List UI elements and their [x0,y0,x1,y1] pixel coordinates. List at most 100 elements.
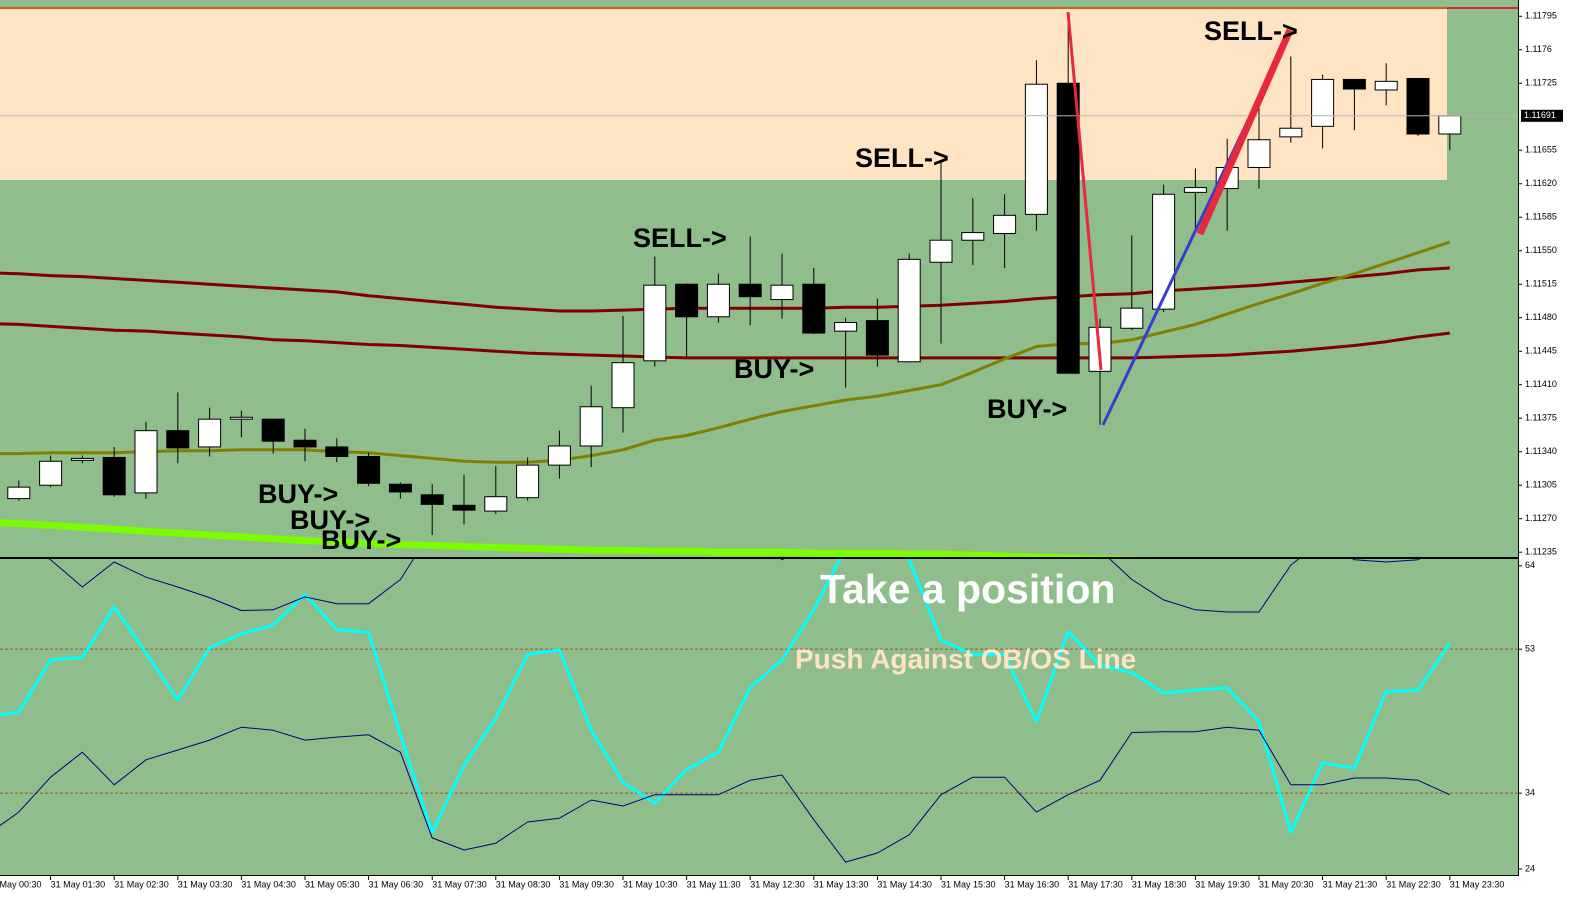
last-price-box [1521,109,1563,122]
y-tick-label: 1.11585 [1525,212,1557,222]
candle-body [1056,82,1080,374]
candle-body [897,258,921,363]
candle-body [1279,127,1303,138]
candle-body [834,322,858,332]
x-tick-label: 31 May 14:30 [877,879,932,889]
x-tick-label: 31 May 03:30 [178,879,233,889]
x-tick-label: 31 May 13:30 [814,879,869,889]
candle-body [1183,187,1207,193]
candle-body [70,457,94,461]
candle-body [516,464,540,499]
candle-body [198,418,222,448]
candle-body [134,430,158,494]
candle-body [325,446,349,458]
y-tick-label: 1.11410 [1525,379,1557,389]
signal-label: SELL-> [1204,16,1298,46]
signal-label: SELL-> [855,143,949,173]
candle-body [1342,78,1366,90]
line-series [48,559,1421,613]
candle-body [1311,78,1335,127]
signal-label: BUY-> [734,354,814,384]
y-tick-label: 1.11655 [1525,145,1557,155]
candle-body [929,239,953,263]
candle-body [579,406,603,447]
y-tick-label: 1.11445 [1525,346,1557,356]
candle-body [420,494,444,505]
candle-body [229,416,253,420]
candle-body [865,320,889,356]
candle-body [1406,77,1430,135]
line-series [0,519,1154,557]
x-tick-label: 31 May 17:30 [1068,879,1123,889]
signal-label: BUY-> [987,394,1067,424]
x-tick-label: 31 May 23:30 [1450,879,1505,889]
candle-body [261,418,285,442]
candle-body [611,362,635,409]
y-tick-label: 1.11725 [1525,78,1557,88]
candle-body [1152,193,1176,310]
candle-body [1024,83,1048,215]
signal-label: BUY-> [258,479,338,509]
candle-body [643,284,667,362]
signal-label: BUY-> [321,525,401,555]
x-tick-label: 31 May 04:30 [241,879,296,889]
y-tick-label: 1.11235 [1525,547,1557,557]
candle-body [547,445,571,466]
x-tick-label: 31 May 10:30 [623,879,678,889]
candle-body [39,460,63,486]
y-tick-label: 1.11375 [1525,413,1557,423]
candle-body [1438,115,1462,135]
candle-body [706,283,730,318]
candle-body [484,496,508,512]
candle-body [1247,139,1271,168]
zone [0,8,1447,180]
candle-body [770,284,794,301]
candle-body [388,483,412,493]
y-tick-label: 1.11480 [1525,312,1557,322]
x-tick-label: 31 May 08:30 [496,879,551,889]
y-tick-label: 1.1176 [1525,44,1552,54]
candle-body [166,430,190,449]
x-tick-label: 31 May 22:30 [1386,879,1441,889]
y-tick-label: 34 [1525,788,1535,798]
x-tick-label: 31 May 19:30 [1195,879,1250,889]
oscillator-plot [0,559,1518,863]
y-tick-label: 64 [1525,560,1535,570]
candle-body [1120,307,1144,329]
line-series [0,240,1451,464]
candle-body [293,439,317,448]
x-tick-label: 31 May 21:30 [1323,879,1378,889]
signal-label: BUY-> [290,505,370,535]
signal-label: SELL-> [633,223,727,253]
candle-body [802,283,826,334]
candle-body [1374,80,1398,91]
candle-body [102,456,126,496]
y-tick-label: 1.11515 [1525,279,1557,289]
x-tick-label: 31 May 18:30 [1132,879,1187,889]
line-series [0,322,1450,360]
y-tick-label: 1.11620 [1525,178,1557,188]
x-tick-label: 31 May 05:30 [305,879,360,889]
x-tick-label: 31 May 15:30 [941,879,996,889]
x-tick-label: 31 May 20:30 [1259,879,1314,889]
candle-body [993,214,1017,235]
candle-body [738,283,762,298]
candle-body [675,283,699,318]
line-series [0,559,1452,835]
y-tick-label: 1.11550 [1525,245,1557,255]
x-tick-label: 31 May 01:30 [51,879,106,889]
last-price-label: 1.11691 [1524,110,1556,120]
x-tick-label: 31 May 11:30 [687,879,741,889]
y-tick-label: 1.11795 [1525,11,1557,21]
trend-line [1066,11,1103,371]
oscillator-panel [0,559,1518,875]
y-tick-label: 53 [1525,644,1535,654]
annotation: Take a position [820,566,1115,612]
trend-line [1196,28,1294,236]
main-plot [0,12,1518,557]
candle-body [452,504,476,511]
x-tick-label: 31 May 09:30 [559,879,614,889]
y-tick-label: 1.11340 [1525,446,1557,456]
